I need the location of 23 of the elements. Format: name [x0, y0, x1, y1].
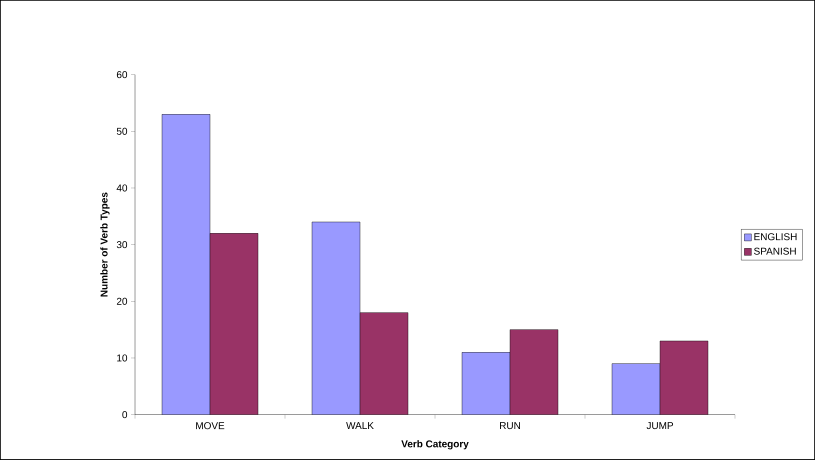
- bar: [210, 233, 258, 415]
- x-tick-label: RUN: [500, 422, 520, 430]
- bar: [660, 340, 708, 415]
- legend-label: SPANISH: [754, 248, 796, 255]
- y-tick-label: 20: [116, 298, 128, 305]
- bar: [612, 363, 660, 415]
- y-axis-title: Number of Verb Types: [100, 192, 110, 296]
- y-tick-label: 60: [116, 71, 128, 78]
- x-tick-label: WALK: [346, 422, 374, 430]
- x-tick-label: MOVE: [196, 422, 224, 430]
- x-axis-title: Verb Category: [401, 440, 469, 450]
- y-tick-label: 0: [122, 411, 128, 418]
- y-tick-label: 50: [116, 128, 128, 135]
- bar: [360, 312, 408, 415]
- legend-label: ENGLISH: [754, 233, 797, 240]
- bar: [312, 222, 360, 415]
- bar: [162, 114, 210, 415]
- y-tick-label: 40: [116, 184, 128, 192]
- y-tick-label: 30: [116, 241, 128, 248]
- y-tick-label: 10: [117, 354, 128, 362]
- bar: [462, 352, 510, 415]
- bar: [510, 330, 558, 415]
- x-tick-label: JUMP: [646, 422, 674, 430]
